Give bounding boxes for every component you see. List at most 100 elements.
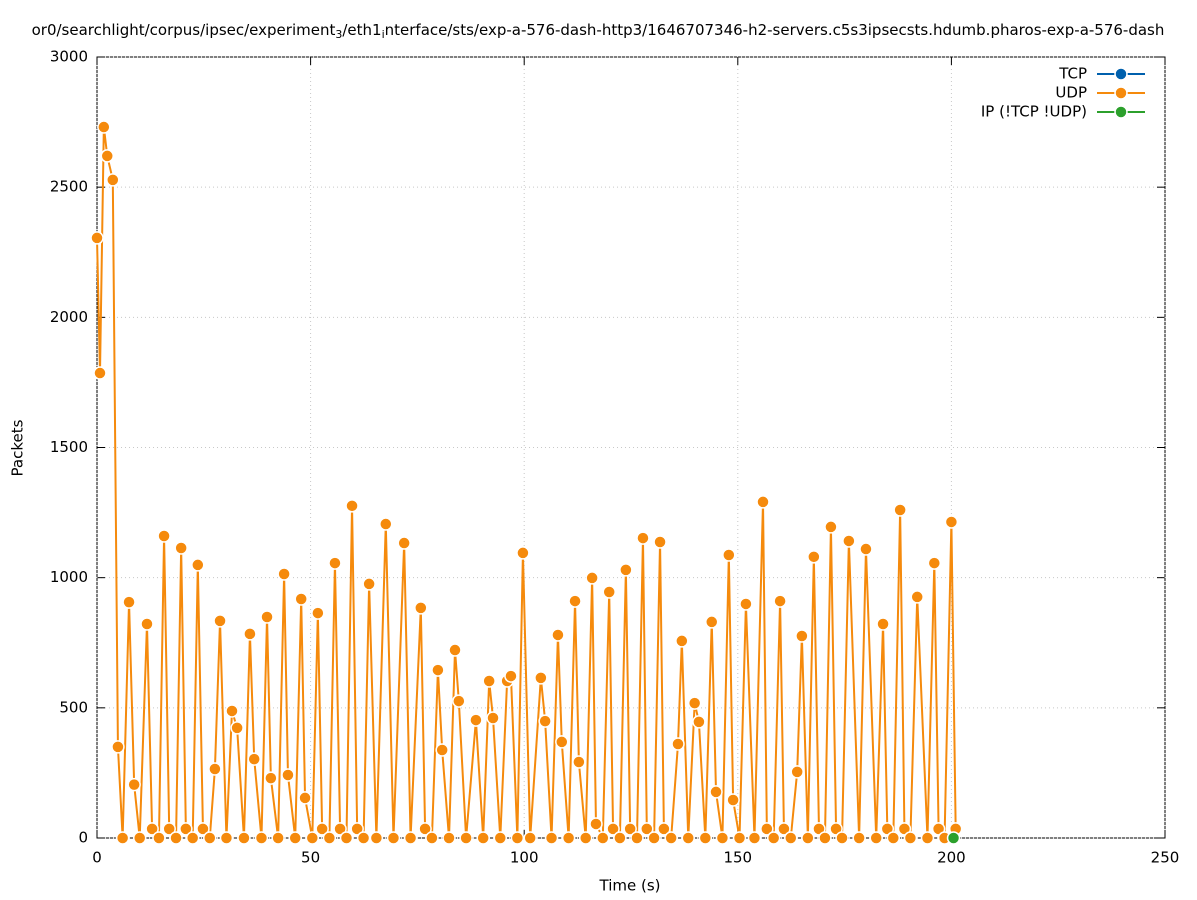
data-point (418, 822, 432, 836)
legend-marker (1114, 86, 1128, 100)
data-point (675, 634, 689, 648)
data-point (277, 567, 291, 581)
data-point (818, 831, 832, 845)
data-point (219, 831, 234, 845)
data-point (869, 831, 883, 845)
data-point (568, 594, 582, 608)
data-point (692, 715, 706, 729)
data-point (414, 601, 428, 615)
data-point (606, 822, 620, 836)
data-point (920, 831, 935, 845)
legend-label: TCP (1058, 65, 1087, 83)
data-point (179, 822, 193, 836)
data-point (482, 674, 496, 688)
data-point (790, 765, 804, 779)
data-point (162, 822, 176, 836)
data-point (111, 740, 125, 754)
data-point (185, 831, 200, 845)
data-point (305, 831, 320, 845)
title-subscript: i (382, 28, 385, 41)
data-point (127, 777, 141, 792)
y-tick-label: 2000 (50, 308, 88, 326)
data-point (657, 822, 671, 836)
data-point (260, 610, 274, 624)
y-tick-label: 3000 (50, 48, 88, 66)
data-point (459, 831, 473, 845)
legend-label: UDP (1055, 84, 1087, 102)
data-point (243, 627, 257, 641)
data-point (784, 831, 798, 845)
data-point (807, 550, 821, 564)
data-point (510, 831, 525, 845)
data-point (653, 535, 667, 549)
data-point (671, 737, 685, 751)
data-point (152, 831, 166, 845)
data-point (328, 556, 342, 570)
data-point (294, 592, 308, 606)
x-axis-label: Time (s) (599, 877, 661, 895)
data-point (585, 571, 599, 585)
chart-title: or0/searchlight/corpus/ipsec/experiment3… (32, 21, 1165, 42)
data-point (687, 696, 702, 710)
data-point (602, 585, 616, 599)
data-point (140, 617, 154, 631)
data-point (630, 831, 644, 845)
data-point (824, 520, 838, 534)
data-point (766, 831, 781, 845)
data-point (264, 771, 278, 785)
data-point (191, 558, 205, 572)
title-part: or0/searchlight/corpus/ipsec/experiment (32, 21, 336, 39)
data-point (157, 529, 171, 543)
data-point (801, 831, 815, 845)
data-point (681, 831, 695, 845)
data-point (225, 704, 239, 718)
data-point (722, 548, 736, 562)
data-point (435, 743, 449, 757)
data-point (596, 831, 610, 845)
legend-marker (1114, 67, 1128, 81)
data-point (623, 822, 637, 836)
data-point (747, 831, 762, 845)
data-point (534, 671, 548, 685)
data-point (350, 822, 364, 836)
y-tick-label: 0 (78, 829, 88, 847)
legend-label: IP (!TCP !UDP) (981, 103, 1087, 121)
data-point (213, 614, 227, 628)
data-point (760, 822, 774, 836)
title-part: nterface/sts/exp-a-576-dash-http3/164670… (385, 21, 1165, 39)
data-point (647, 831, 661, 845)
series-line (96, 126, 957, 842)
data-point (893, 503, 907, 517)
data-point (886, 831, 901, 845)
data-point (504, 669, 518, 683)
data-point (619, 563, 633, 577)
data-point (664, 831, 678, 845)
y-tick-label: 500 (59, 698, 88, 716)
data-point (311, 606, 325, 620)
data-point (362, 577, 376, 591)
data-point (386, 831, 401, 845)
data-point (122, 595, 136, 609)
data-point (333, 822, 347, 836)
data-point (356, 831, 371, 845)
data-point (298, 791, 312, 805)
data-point (538, 714, 552, 728)
data-point (115, 831, 130, 845)
data-point (777, 822, 791, 836)
data-point (442, 831, 456, 845)
data-point (247, 752, 261, 766)
data-point (230, 721, 244, 735)
data-point (271, 831, 285, 845)
data-point (523, 831, 537, 845)
data-point (476, 831, 490, 845)
data-point (425, 831, 439, 845)
data-point (944, 515, 959, 529)
data-point (281, 768, 295, 782)
data-point (431, 663, 445, 677)
data-point (516, 546, 530, 560)
data-point (903, 831, 918, 845)
data-point (927, 556, 942, 570)
data-point (90, 231, 104, 245)
data-point (254, 831, 269, 845)
data-point (169, 831, 183, 845)
